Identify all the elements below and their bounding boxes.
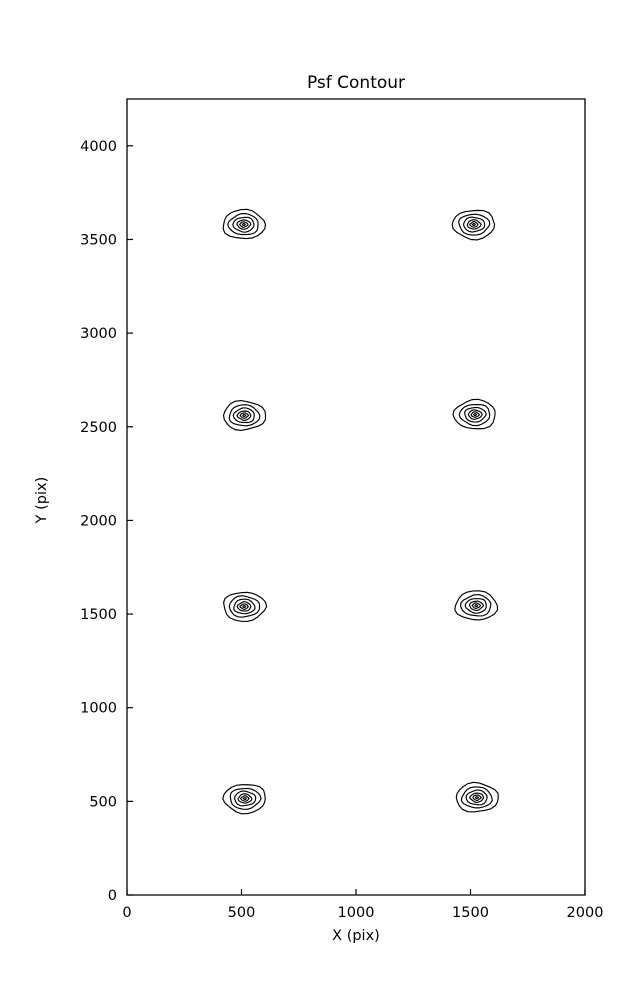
contour-source (222, 400, 267, 432)
contour-level (242, 605, 247, 609)
contour-level (454, 590, 499, 621)
contour-series (222, 208, 499, 815)
contour-level (233, 598, 256, 615)
contour-level (464, 598, 487, 614)
axes-spines (126, 98, 586, 896)
y-tick-label: 1000 (80, 701, 117, 717)
contour-level (462, 216, 486, 233)
axes-frame (126, 98, 586, 896)
contour-level (242, 797, 247, 801)
x-tick-label: 1500 (452, 905, 489, 921)
x-tick-label: 0 (122, 905, 131, 921)
contour-level (228, 404, 261, 427)
contour-level (234, 790, 257, 807)
y-tick-label: 3500 (80, 232, 117, 248)
contour-level (222, 400, 267, 432)
contour-level (222, 208, 267, 240)
contour-level (458, 403, 491, 427)
contour-level (237, 793, 253, 804)
contour-level (227, 212, 259, 236)
contour-level (240, 795, 250, 802)
x-tick-label: 1000 (338, 905, 375, 921)
contour-level (455, 781, 499, 813)
contour-level (465, 789, 488, 806)
contour-level (451, 209, 496, 241)
contour-level (466, 219, 482, 230)
y-tick-label: 1500 (80, 607, 117, 623)
contour-level (464, 406, 487, 423)
x-axis-label-group: X (pix) (332, 928, 380, 944)
contour-level (452, 398, 496, 430)
contour-source (454, 590, 499, 621)
contour-level (474, 796, 480, 800)
plot-title-group: Psf Contour (307, 73, 405, 93)
contour-level (467, 409, 483, 420)
contour-level (470, 411, 480, 418)
contour-source (452, 398, 496, 430)
x-tick-label: 2000 (567, 905, 604, 921)
contour-level (471, 602, 482, 609)
contour-level (460, 786, 493, 809)
y-axis-label: Y (pix) (34, 477, 50, 525)
contour-level (471, 222, 476, 227)
y-tick-label: 2500 (80, 420, 117, 436)
x-axis-label: X (pix) (332, 928, 380, 944)
contour-level (469, 600, 485, 612)
contour-level (232, 216, 255, 233)
contour-level (228, 595, 261, 618)
y-tick-label: 0 (108, 888, 117, 904)
y-tick-label: 2000 (80, 513, 117, 529)
contour-level (236, 410, 252, 421)
contour-level (472, 413, 478, 417)
y-tick-label: 4000 (80, 139, 117, 155)
contour-level (242, 413, 247, 418)
contour-level (239, 412, 250, 419)
contour-level (459, 593, 492, 617)
contour-source (451, 209, 496, 241)
contour-level (458, 213, 491, 236)
x-tick-label: 500 (228, 905, 256, 921)
x-axis-ticks: 0 500 1000 1500 2000 (122, 889, 603, 921)
contour-source (222, 208, 267, 240)
y-tick-label: 500 (89, 794, 117, 810)
contour-level (223, 591, 268, 622)
contour-level (232, 407, 255, 424)
page-title: Psf Contour (307, 73, 405, 93)
contour-level (241, 222, 246, 226)
contour-level (468, 221, 479, 228)
contour-source (222, 784, 266, 815)
contour-level (236, 601, 252, 612)
contour-level (222, 784, 266, 815)
y-axis-ticks: 0 500 1000 1500 2000 2500 3000 3500 4000 (80, 139, 133, 904)
contour-level (239, 603, 249, 610)
contour-source (455, 781, 499, 813)
contour-level (472, 794, 482, 802)
contour-level (474, 604, 479, 608)
y-tick-label: 3000 (80, 326, 117, 342)
contour-source (223, 591, 268, 622)
contour-level (468, 792, 485, 804)
contour-level (229, 787, 262, 810)
y-axis-label-group: Y (pix) (34, 477, 50, 525)
contour-level (239, 221, 249, 228)
contour-level (236, 219, 252, 230)
